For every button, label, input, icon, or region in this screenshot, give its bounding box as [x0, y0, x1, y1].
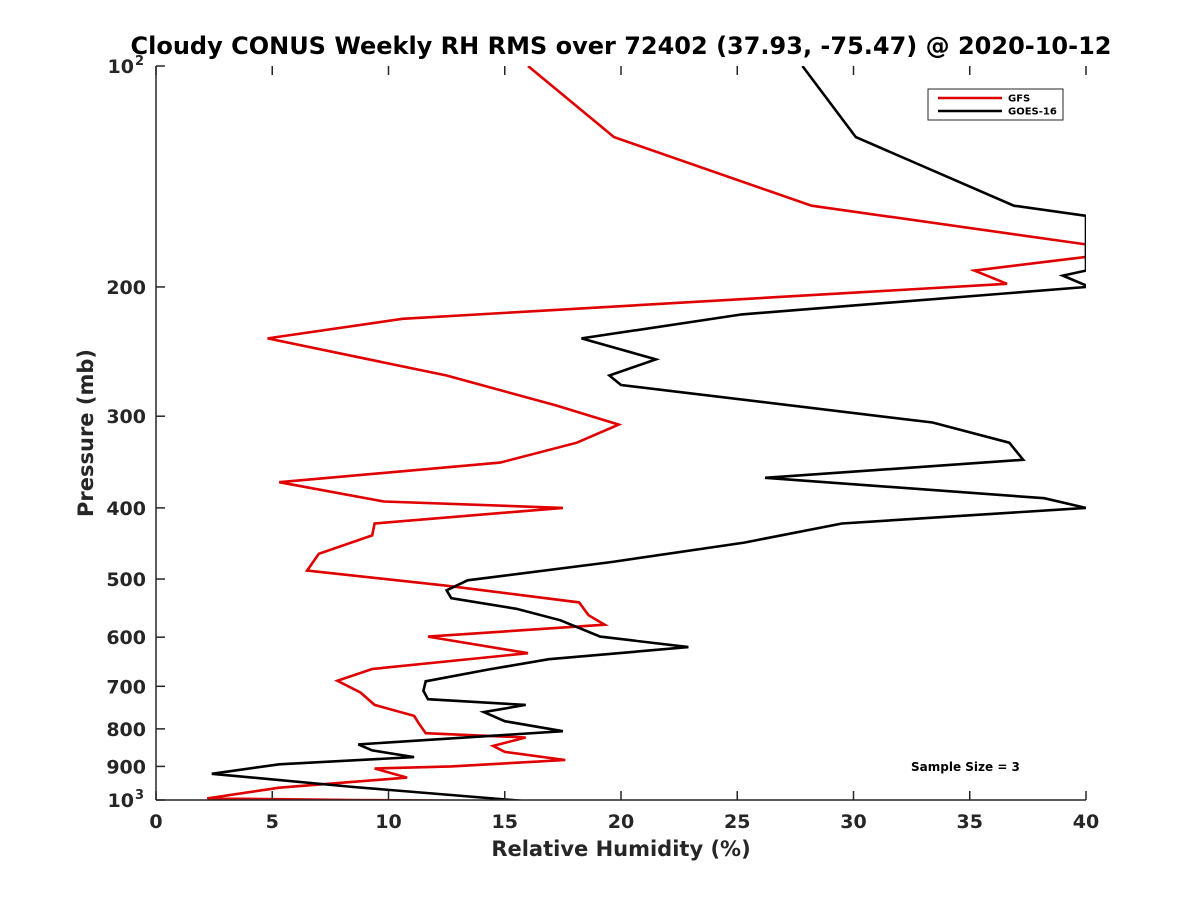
x-tick-label: 0 [149, 811, 162, 833]
x-tick-label: 5 [266, 811, 279, 833]
y-tick-exponent: 2 [135, 54, 144, 69]
x-tick-label: 15 [492, 811, 518, 833]
y-tick-label: 600 [106, 627, 146, 649]
x-tick-label: 40 [1073, 811, 1099, 833]
y-tick-label: 10 [108, 790, 134, 812]
legend-label: GOES-16 [1008, 107, 1057, 118]
x-axis-ticks: 0 5 10 15 20 25 30 35 40 [149, 66, 1099, 833]
y-tick-label: 400 [106, 498, 146, 520]
y-tick-exponent: 3 [135, 788, 144, 803]
y-tick-label: 700 [106, 676, 146, 698]
series-line-goes-16 [211, 66, 1086, 800]
chart-title: Cloudy CONUS Weekly RH RMS over 72402 (3… [131, 32, 1112, 60]
x-tick-label: 30 [840, 811, 866, 833]
x-tick-label: 10 [375, 811, 401, 833]
y-tick-label: 200 [106, 277, 146, 299]
y-tick-label: 10 [108, 56, 134, 78]
y-tick-label: 300 [106, 406, 146, 428]
y-tick-label: 800 [106, 719, 146, 741]
legend: GFS GOES-16 [927, 88, 1064, 121]
x-tick-label: 20 [608, 811, 634, 833]
x-tick-label: 25 [724, 811, 750, 833]
x-axis-label: Relative Humidity (%) [491, 837, 750, 861]
legend-box [927, 88, 1064, 121]
y-tick-label: 500 [106, 569, 146, 591]
series-layer [207, 66, 1086, 800]
legend-label: GFS [1008, 94, 1030, 105]
sample-size-annotation: Sample Size = 3 [911, 760, 1020, 774]
y-axis-label: Pressure (mb) [74, 349, 98, 517]
x-tick-label: 35 [957, 811, 983, 833]
y-tick-label: 900 [106, 756, 146, 778]
series-line-gfs [207, 66, 1086, 800]
